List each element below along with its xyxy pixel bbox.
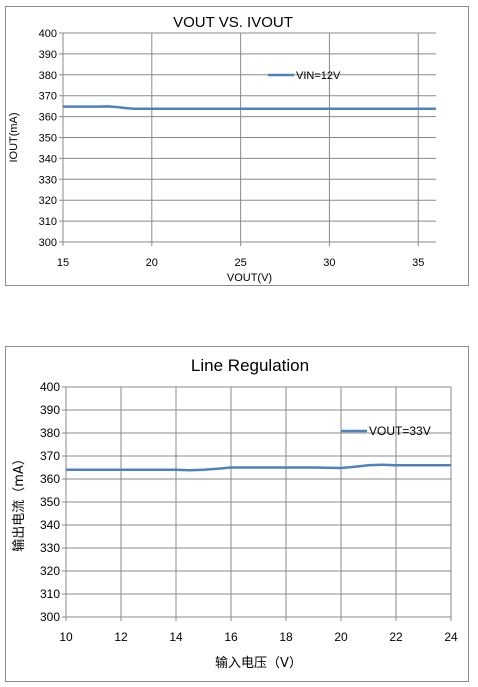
x-tick-label: 10 xyxy=(59,630,73,644)
x-tick-label: 15 xyxy=(57,257,69,269)
chart-2-svg: Line Regulation 300 310 320 330 340 350 360 370 3… xyxy=(11,356,458,671)
chart-title: VOUT VS. IVOUT xyxy=(173,14,293,31)
x-axis-label: 输入电压（V） xyxy=(215,655,302,671)
legend-label: VIN=12V xyxy=(296,70,341,82)
y-tick-label: 310 xyxy=(39,216,57,228)
y-tick-label: 320 xyxy=(40,564,60,578)
x-tick-label: 35 xyxy=(412,257,424,269)
y-tick-label: 320 xyxy=(39,195,57,207)
x-tick-label: 20 xyxy=(334,630,348,644)
chart-line-regulation: Line Regulation 300 310 320 330 340 350 360 370 3… xyxy=(5,346,469,682)
chart-vout-vs-iout: VOUT VS. IVOUT 300 310 320 330 340 350 360 370 38… xyxy=(5,6,469,286)
legend-label: VOUT=33V xyxy=(369,424,431,438)
y-tick-label: 380 xyxy=(40,426,60,440)
x-tick-label: 16 xyxy=(224,630,238,644)
y-tick-label: 310 xyxy=(40,587,60,601)
y-tick-label: 300 xyxy=(40,610,60,624)
y-tick-label: 340 xyxy=(40,518,60,532)
series-line xyxy=(66,463,451,472)
x-tick-label: 25 xyxy=(234,257,246,269)
x-tick-label: 24 xyxy=(444,630,458,644)
y-axis-label: 输出电流（mA） xyxy=(11,452,27,552)
x-tick-label: 20 xyxy=(146,257,158,269)
chart-1-svg: VOUT VS. IVOUT 300 310 320 330 340 350 360 370 38… xyxy=(8,14,436,284)
y-tick-label: 300 xyxy=(39,237,57,249)
y-tick-label: 350 xyxy=(40,495,60,509)
x-axis-label: VOUT(V) xyxy=(227,272,272,284)
series-line xyxy=(63,105,436,110)
x-tick-label: 14 xyxy=(169,630,183,644)
y-tick-label: 350 xyxy=(39,133,57,145)
y-axis-label: IOUT(mA) xyxy=(8,112,20,162)
x-tick-label: 30 xyxy=(323,257,335,269)
y-tick-label: 340 xyxy=(39,153,57,165)
y-tick-label: 380 xyxy=(39,70,57,82)
y-tick-label: 370 xyxy=(39,91,57,103)
x-tick-label: 22 xyxy=(389,630,403,644)
y-tick-label: 330 xyxy=(39,174,57,186)
y-tick-label: 400 xyxy=(40,380,60,394)
y-tick-label: 360 xyxy=(39,112,57,124)
x-tick-label: 12 xyxy=(114,630,128,644)
y-tick-label: 390 xyxy=(39,49,57,61)
y-tick-label: 330 xyxy=(40,541,60,555)
y-tick-label: 360 xyxy=(40,472,60,486)
y-tick-label: 390 xyxy=(40,403,60,417)
x-tick-label: 18 xyxy=(279,630,293,644)
y-tick-label: 370 xyxy=(40,449,60,463)
y-tick-label: 400 xyxy=(39,28,57,40)
chart-title: Line Regulation xyxy=(191,356,309,375)
